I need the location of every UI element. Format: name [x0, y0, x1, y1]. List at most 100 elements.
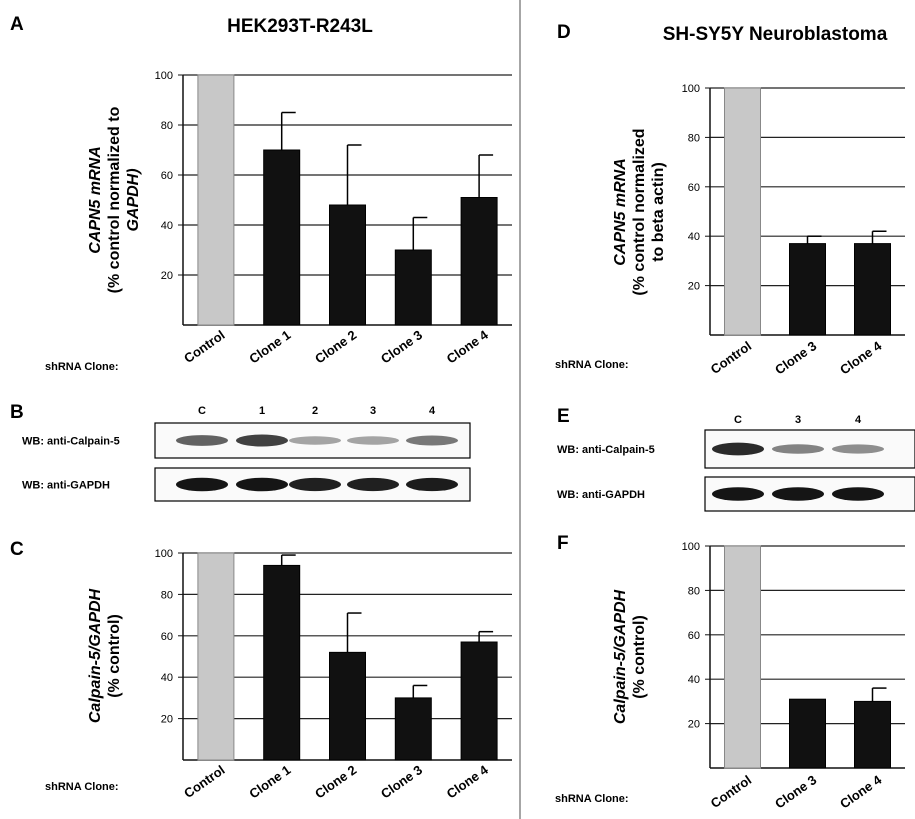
y-tick-label: 100 [155, 70, 173, 82]
panel-letter: B [10, 402, 24, 423]
chart-title: HEK293T-R243L [227, 16, 373, 37]
y-axis-label-line: Calpain-5/GAPDH [612, 589, 629, 724]
blot-row-label: WB: anti-Calpain-5 [22, 436, 120, 448]
lane-label: 3 [795, 414, 801, 426]
x-category-label: Clone 3 [772, 338, 819, 377]
blot-row-label: WB: anti-Calpain-5 [557, 444, 655, 456]
y-tick-label: 100 [155, 548, 173, 560]
y-axis-label: Calpain-5/GAPDH (% control) [87, 588, 123, 723]
lane-label: 3 [370, 405, 376, 417]
blot-band [289, 477, 341, 492]
lane-label: 4 [429, 405, 436, 417]
blot-band [712, 442, 764, 456]
panel-letter: A [10, 14, 24, 35]
y-axis-label-line: to beta actin) [650, 162, 667, 262]
blot-b: B C 1 2 3 4 WB: anti-Calpain-5 WB: anti-GAPDH [10, 402, 471, 502]
x-category-label: Control [708, 772, 754, 811]
blot-band [347, 477, 399, 492]
x-category-label: Clone 3 [772, 772, 819, 811]
bar-control [197, 552, 235, 761]
blot-band [712, 487, 764, 501]
chart-c: C 20 40 60 80 100 Calpain-5/GAPDH (% control) Co… [10, 539, 512, 801]
y-tick-label: 40 [688, 674, 700, 686]
chart-title: SH-SY5Y Neuroblastoma [663, 24, 888, 45]
blot-band [347, 436, 399, 445]
y-tick-label: 80 [688, 585, 700, 597]
x-category-label: Control [708, 338, 754, 377]
x-category-label: Clone 3 [378, 762, 425, 801]
blot-band [832, 487, 884, 501]
bar-clone [394, 249, 432, 326]
blot-band [176, 435, 228, 446]
lane-label: 1 [259, 405, 265, 417]
y-tick-label: 40 [161, 220, 173, 232]
y-tick-label: 20 [161, 714, 173, 726]
lane-label: C [734, 414, 742, 426]
bar-clone [329, 651, 366, 761]
bar-clone [394, 697, 432, 761]
lane-label: 2 [312, 405, 318, 417]
bar-clone [789, 243, 826, 336]
bar-clone [854, 700, 891, 769]
y-axis-label-line: CAPN5 mRNA [87, 146, 104, 254]
y-axis-label-line: (% control normalized to [106, 106, 123, 293]
x-category-label: Clone 1 [246, 327, 293, 366]
blot-band [772, 444, 824, 454]
x-category-label: Control [181, 327, 227, 366]
x-category-label: Clone 4 [444, 762, 492, 802]
y-tick-label: 20 [688, 281, 700, 293]
y-axis-label-line: GAPDH) [125, 168, 142, 231]
bar-clone [263, 564, 301, 761]
y-tick-label: 60 [161, 631, 173, 643]
y-tick-label: 100 [682, 541, 700, 553]
y-tick-label: 80 [161, 120, 173, 132]
bar-control [724, 87, 761, 336]
blot-band [406, 435, 458, 446]
y-tick-label: 100 [682, 83, 700, 95]
bar-control [724, 545, 761, 769]
y-tick-label: 40 [161, 672, 173, 684]
x-axis-prefix-label: shRNA Clone: [45, 781, 119, 793]
bar-clone [329, 204, 366, 326]
x-category-label: Control [181, 762, 227, 801]
y-tick-label: 80 [688, 132, 700, 144]
chart-d: D SH-SY5Y Neuroblastoma 20 40 60 80 100 CAPN5 m… [555, 22, 905, 377]
panel-letter: E [557, 406, 570, 427]
chart-a: A HEK293T-R243L 20 40 60 80 100 CAPN5 mRNA (% co… [10, 14, 512, 373]
y-tick-label: 20 [161, 270, 173, 282]
blot-row-label: WB: anti-GAPDH [22, 480, 110, 492]
blot-band [832, 444, 884, 454]
y-axis-label-line: CAPN5 mRNA [612, 158, 629, 266]
bar-clone [789, 698, 826, 769]
blot-band [176, 477, 228, 492]
x-category-label: Clone 3 [378, 327, 425, 366]
y-axis-label-line: (% control) [106, 614, 123, 698]
blot-band [236, 477, 288, 492]
bar-clone [263, 149, 301, 326]
x-category-label: Clone 4 [837, 338, 885, 378]
x-category-label: Clone 1 [246, 762, 293, 801]
lane-label: 4 [855, 414, 862, 426]
bar-clone [460, 197, 498, 326]
chart-f: F 20 40 60 80 100 Calpain-5/GAPDH (% control) Co… [555, 533, 905, 811]
x-axis-prefix-label: shRNA Clone: [555, 359, 629, 371]
panel-letter: D [557, 22, 571, 43]
y-tick-label: 60 [688, 182, 700, 194]
x-category-label: Clone 2 [312, 327, 359, 366]
panel-letter: F [557, 533, 569, 554]
y-axis-label: CAPN5 mRNA (% control normalized to beta a… [612, 128, 667, 295]
y-axis-label-line: (% control) [631, 615, 648, 699]
bar-clone [460, 641, 498, 761]
y-tick-label: 80 [161, 589, 173, 601]
bar-control [197, 74, 235, 326]
x-axis-prefix-label: shRNA Clone: [45, 361, 119, 373]
blot-band [236, 434, 288, 447]
blot-band [406, 477, 458, 492]
y-tick-label: 40 [688, 231, 700, 243]
y-tick-label: 60 [688, 630, 700, 642]
blot-e: E C 3 4 WB: anti-Calpain-5 WB: anti-GAPDH [557, 406, 915, 512]
bar-clone [854, 243, 891, 336]
panel-letter: C [10, 539, 24, 560]
y-axis-label: Calpain-5/GAPDH (% control) [612, 589, 648, 724]
